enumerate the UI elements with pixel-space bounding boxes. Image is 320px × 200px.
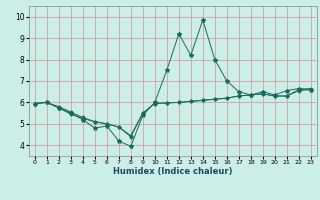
X-axis label: Humidex (Indice chaleur): Humidex (Indice chaleur) — [113, 167, 233, 176]
